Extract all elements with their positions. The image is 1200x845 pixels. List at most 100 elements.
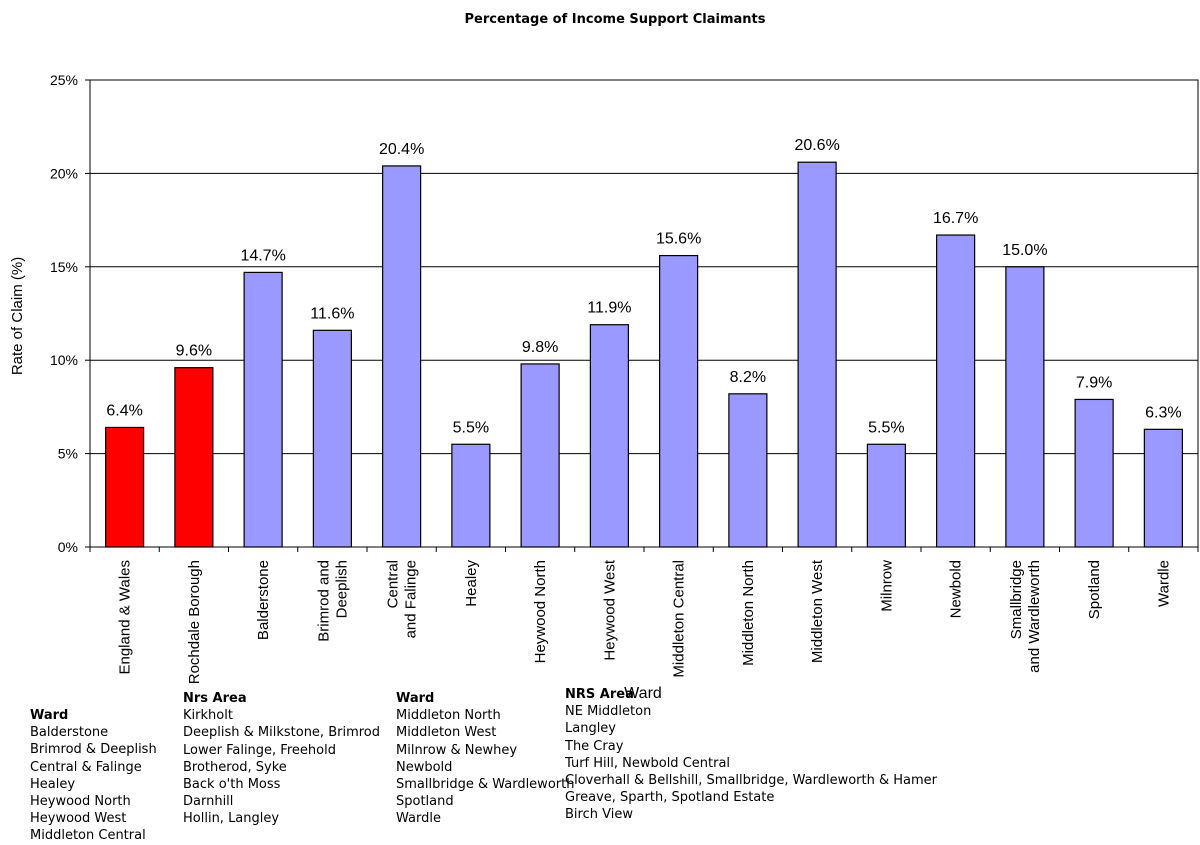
bar bbox=[520, 363, 560, 548]
lookup-col1-header: Ward bbox=[30, 708, 69, 723]
lookup-column-2: Nrs Area Kirkholt Deeplish & Milkstone, … bbox=[183, 690, 380, 828]
plot-frame bbox=[89, 79, 1199, 548]
y-tick-label: 20% bbox=[50, 165, 78, 181]
lookup-col1-item: Healey bbox=[30, 776, 76, 792]
bars bbox=[105, 161, 1183, 548]
bar-value-label: 20.4% bbox=[379, 141, 424, 158]
x-tick-labels: England & Wales Rochdale Borough Baldersto… bbox=[117, 559, 1173, 684]
x-tick-label: Middleton Central bbox=[671, 560, 688, 678]
chart-title: Percentage of Income Support Claimants bbox=[465, 12, 766, 27]
bar-value-label: 8.2% bbox=[730, 369, 766, 386]
bar bbox=[1074, 398, 1114, 548]
lookup-col1-item: Balderstone bbox=[30, 725, 109, 741]
lookup-col2-item: Hollin, Langley bbox=[183, 811, 280, 827]
lookup-col1-item: Brimrod & Deeplish bbox=[30, 742, 157, 758]
value-labels: 6.4% 9.6% 14.7% 11.6% 20.4% 5.5% 9.8% 11.9% 15.6… bbox=[106, 137, 1181, 436]
lookup-col4-item: NE Middleton bbox=[565, 704, 652, 720]
bar bbox=[312, 329, 352, 548]
bar bbox=[174, 367, 214, 548]
lookup-col4-item: Cloverhall & Bellshill, Smallbridge, War… bbox=[565, 773, 937, 789]
lookup-col4-item: Birch View bbox=[565, 807, 633, 823]
bar-value-label: 6.3% bbox=[1145, 404, 1181, 421]
y-tick-label: 10% bbox=[50, 352, 78, 368]
lookup-col3-item: Milnrow & Newhey bbox=[396, 742, 518, 758]
lookup-column-1: Ward Balderstone Brimrod & Deeplish Cent… bbox=[30, 707, 157, 845]
bar-value-label: 5.5% bbox=[453, 419, 489, 436]
bar-value-label: 11.6% bbox=[310, 305, 354, 322]
y-tick-label: 25% bbox=[50, 72, 78, 88]
bar bbox=[728, 393, 768, 548]
bar-value-label: 9.6% bbox=[176, 343, 212, 360]
bar bbox=[866, 443, 906, 548]
lookup-col2-item: Brotherod, Syke bbox=[183, 759, 287, 775]
lookup-col3-item: Wardle bbox=[396, 811, 441, 827]
lookup-col4-header: NRS Area bbox=[565, 687, 634, 702]
y-axis-label: Rate of Claim (%) bbox=[9, 257, 26, 375]
lookup-col4-item: Turf Hill, Newbold Central bbox=[565, 755, 731, 771]
lookup-col3-item: Newbold bbox=[396, 759, 453, 775]
bar bbox=[1005, 266, 1045, 548]
lookup-col2-item: Kirkholt bbox=[183, 708, 233, 724]
lookup-col2-item: Deeplish & Milkstone, Brimrod bbox=[183, 725, 380, 741]
axes bbox=[85, 79, 1199, 552]
x-tick-label: Rochdale Borough bbox=[186, 560, 203, 684]
x-tick-label: Healey bbox=[463, 560, 480, 607]
bar bbox=[797, 161, 837, 548]
x-tick-label: England & Wales bbox=[117, 560, 134, 675]
lookup-col3-item: Middleton North bbox=[396, 708, 501, 724]
lookup-col3-header: Ward bbox=[396, 691, 435, 706]
y-tick-labels: 0% 5% 10% 15% 20% 25% bbox=[50, 72, 78, 555]
x-tick-label: Centraland Falinge bbox=[385, 560, 420, 638]
lookup-col1-item: Heywood West bbox=[30, 811, 127, 827]
x-tick-label: Middleton West bbox=[809, 559, 826, 663]
bar bbox=[589, 324, 629, 548]
lookup-col3-item: Smallbridge & Wardleworth bbox=[396, 777, 575, 793]
bar-value-label: 5.5% bbox=[868, 419, 904, 436]
x-tick-label: Milnrow bbox=[878, 560, 895, 612]
x-tick-label: Brimrod andDeeplish bbox=[315, 560, 350, 642]
y-tick-label: 15% bbox=[50, 259, 78, 275]
bar-value-label: 9.8% bbox=[522, 339, 558, 356]
x-tick-label: Balderstone bbox=[255, 560, 272, 640]
bar-value-label: 14.7% bbox=[240, 247, 285, 264]
bar-value-label: 7.9% bbox=[1076, 374, 1112, 391]
x-tick-label: Newbold bbox=[948, 560, 965, 618]
bar bbox=[659, 254, 699, 548]
lookup-col4-item: The Cray bbox=[565, 738, 624, 754]
lookup-col3-item: Spotland bbox=[396, 794, 454, 810]
y-tick-label: 5% bbox=[58, 446, 78, 462]
lookup-col1-item: Central & Falinge bbox=[30, 759, 142, 775]
bar bbox=[382, 165, 422, 548]
bar bbox=[243, 271, 283, 548]
lookup-col4-item: Langley bbox=[565, 721, 617, 737]
bar bbox=[936, 234, 976, 548]
x-tick-label: Wardle bbox=[1155, 560, 1172, 607]
lookup-col3-item: Middleton West bbox=[396, 725, 497, 741]
lookup-col1-item: Middleton Central bbox=[30, 828, 146, 844]
x-tick-label: Middleton North bbox=[740, 560, 757, 666]
bar-value-label: 6.4% bbox=[106, 402, 142, 419]
lookup-col2-item: Darnhill bbox=[183, 794, 234, 810]
bar-value-label: 15.0% bbox=[1002, 242, 1047, 259]
bar bbox=[1143, 428, 1183, 548]
x-tick-label: Smallbridgeand Wardleworth bbox=[1008, 560, 1043, 673]
bar-value-label: 11.9% bbox=[587, 300, 631, 317]
lookup-col2-item: Lower Falinge, Freehold bbox=[183, 742, 336, 758]
lookup-col2-header: Nrs Area bbox=[183, 691, 247, 706]
lookup-col2-item: Back o'th Moss bbox=[183, 777, 281, 793]
x-axis-label: Ward bbox=[624, 685, 662, 702]
x-tick-label: Heywood North bbox=[532, 560, 549, 663]
lookup-col4-item: Greave, Sparth, Spotland Estate bbox=[565, 790, 775, 806]
bar-value-label: 20.6% bbox=[794, 137, 839, 154]
bar bbox=[451, 443, 491, 548]
x-tick-label: Heywood West bbox=[601, 559, 618, 660]
y-tick-label: 0% bbox=[58, 539, 78, 555]
bar-value-label: 16.7% bbox=[933, 210, 978, 227]
lookup-col1-item: Heywood North bbox=[30, 794, 131, 810]
bar-value-label: 15.6% bbox=[656, 231, 701, 248]
lookup-column-3: Ward Middleton North Middleton West Miln… bbox=[396, 690, 574, 828]
x-tick-label: Spotland bbox=[1086, 560, 1103, 619]
bar bbox=[105, 426, 145, 548]
lookup-column-4: NRS Area NE Middleton Langley The Cray T… bbox=[565, 686, 937, 824]
